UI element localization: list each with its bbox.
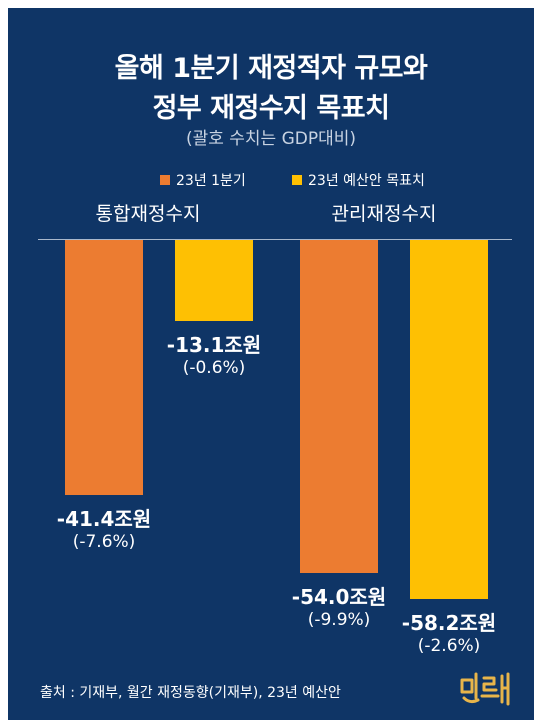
mindle-logo — [460, 672, 510, 706]
data-label-managed-target: -58.2조원 — [401, 611, 497, 635]
bar-managed-q1 — [300, 240, 378, 574]
legend-swatch-q1 — [160, 175, 170, 185]
bar-managed-target — [410, 240, 488, 599]
data-label-integrated-q1: -41.4조원 — [56, 507, 152, 532]
chart-title-line-2: 정부 재정수지 목표치 — [152, 93, 390, 124]
data-sublabel-managed-target: (-2.6%) — [417, 636, 481, 656]
data-sublabel-integrated-q1: (-7.6%) — [72, 532, 136, 553]
zero-baseline — [38, 239, 512, 240]
data-label-managed-q1: -54.0조원 — [291, 585, 387, 610]
legend-label-q1: 23년 1분기 — [176, 173, 246, 189]
data-sublabel-integrated-target: (-0.6%) — [182, 357, 246, 378]
bar-integrated-q1 — [65, 240, 143, 496]
source-note: 출처 : 기재부, 월간 재정동향(기재부), 23년 예산안 — [40, 685, 341, 701]
chart-title-line-1: 올해 1분기 재정적자 규모와 — [114, 53, 428, 84]
chart-subtitle: (괄호 수치는 GDP대비) — [185, 129, 357, 149]
legend-label-target: 23년 예산안 목표치 — [308, 173, 425, 189]
bar-integrated-target — [175, 240, 253, 321]
legend-item-q1: 23년 1분기 — [160, 171, 246, 189]
data-sublabel-managed-q1: (-9.9%) — [307, 610, 371, 631]
group-label-integrated: 통합재정수지 — [95, 203, 201, 225]
data-label-integrated-target: -13.1조원 — [166, 332, 262, 357]
legend-item-target: 23년 예산안 목표치 — [292, 171, 425, 189]
legend-swatch-target — [292, 175, 302, 185]
group-label-managed: 관리재정수지 — [331, 203, 437, 225]
